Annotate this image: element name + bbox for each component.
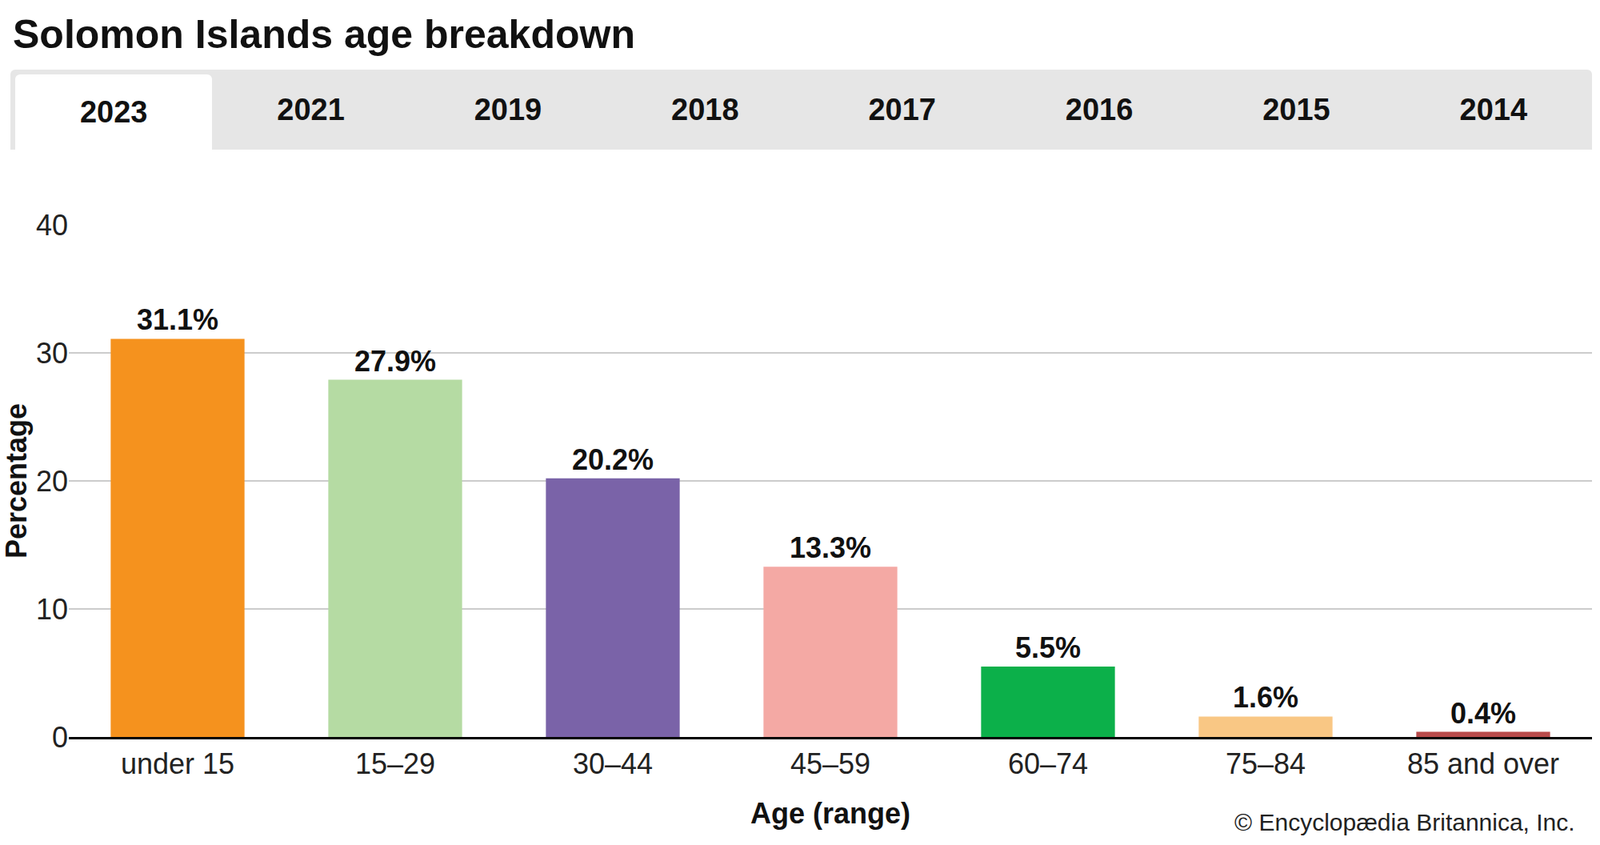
svg-text:40: 40 bbox=[36, 208, 68, 242]
svg-text:0: 0 bbox=[52, 720, 68, 754]
svg-text:30: 30 bbox=[36, 336, 68, 370]
svg-text:15–29: 15–29 bbox=[355, 747, 436, 780]
html-text:2017: 2017 bbox=[868, 92, 936, 126]
html-text:2023: 2023 bbox=[79, 94, 148, 129]
html-text:2015: 2015 bbox=[1262, 92, 1331, 126]
svg-text:60–74: 60–74 bbox=[1008, 747, 1088, 780]
svg-text:0.4%: 0.4% bbox=[1450, 696, 1516, 730]
svg-text:under 15: under 15 bbox=[120, 747, 235, 780]
svg-text:5.5%: 5.5% bbox=[1015, 631, 1081, 664]
svg-text:1.6%: 1.6% bbox=[1232, 680, 1299, 714]
svg-text:45–59: 45–59 bbox=[790, 747, 871, 780]
svg-text:© Encyclopædia Britannica, Inc: © Encyclopædia Britannica, Inc. bbox=[1234, 808, 1576, 836]
svg-text:Age (range): Age (range) bbox=[750, 796, 911, 830]
svg-text:Solomon Islands age breakdown: Solomon Islands age breakdown bbox=[12, 12, 636, 57]
svg-text:30–44: 30–44 bbox=[572, 747, 653, 780]
html-text:2021: 2021 bbox=[277, 92, 345, 126]
svg-text:13.3%: 13.3% bbox=[789, 531, 872, 564]
svg-text:Percentage: Percentage bbox=[0, 403, 33, 559]
svg-text:20: 20 bbox=[36, 464, 68, 498]
html-text:2018: 2018 bbox=[671, 92, 739, 126]
svg-text:10: 10 bbox=[36, 592, 68, 626]
html-text:2016: 2016 bbox=[1065, 92, 1134, 126]
svg-text:20.2%: 20.2% bbox=[572, 443, 654, 476]
svg-text:27.9%: 27.9% bbox=[354, 344, 436, 378]
svg-text:31.1%: 31.1% bbox=[136, 303, 219, 336]
svg-text:75–84: 75–84 bbox=[1225, 747, 1306, 780]
svg-text:85 and over: 85 and over bbox=[1407, 747, 1560, 780]
html-text:2019: 2019 bbox=[474, 92, 542, 126]
html-text:2014: 2014 bbox=[1459, 92, 1528, 126]
